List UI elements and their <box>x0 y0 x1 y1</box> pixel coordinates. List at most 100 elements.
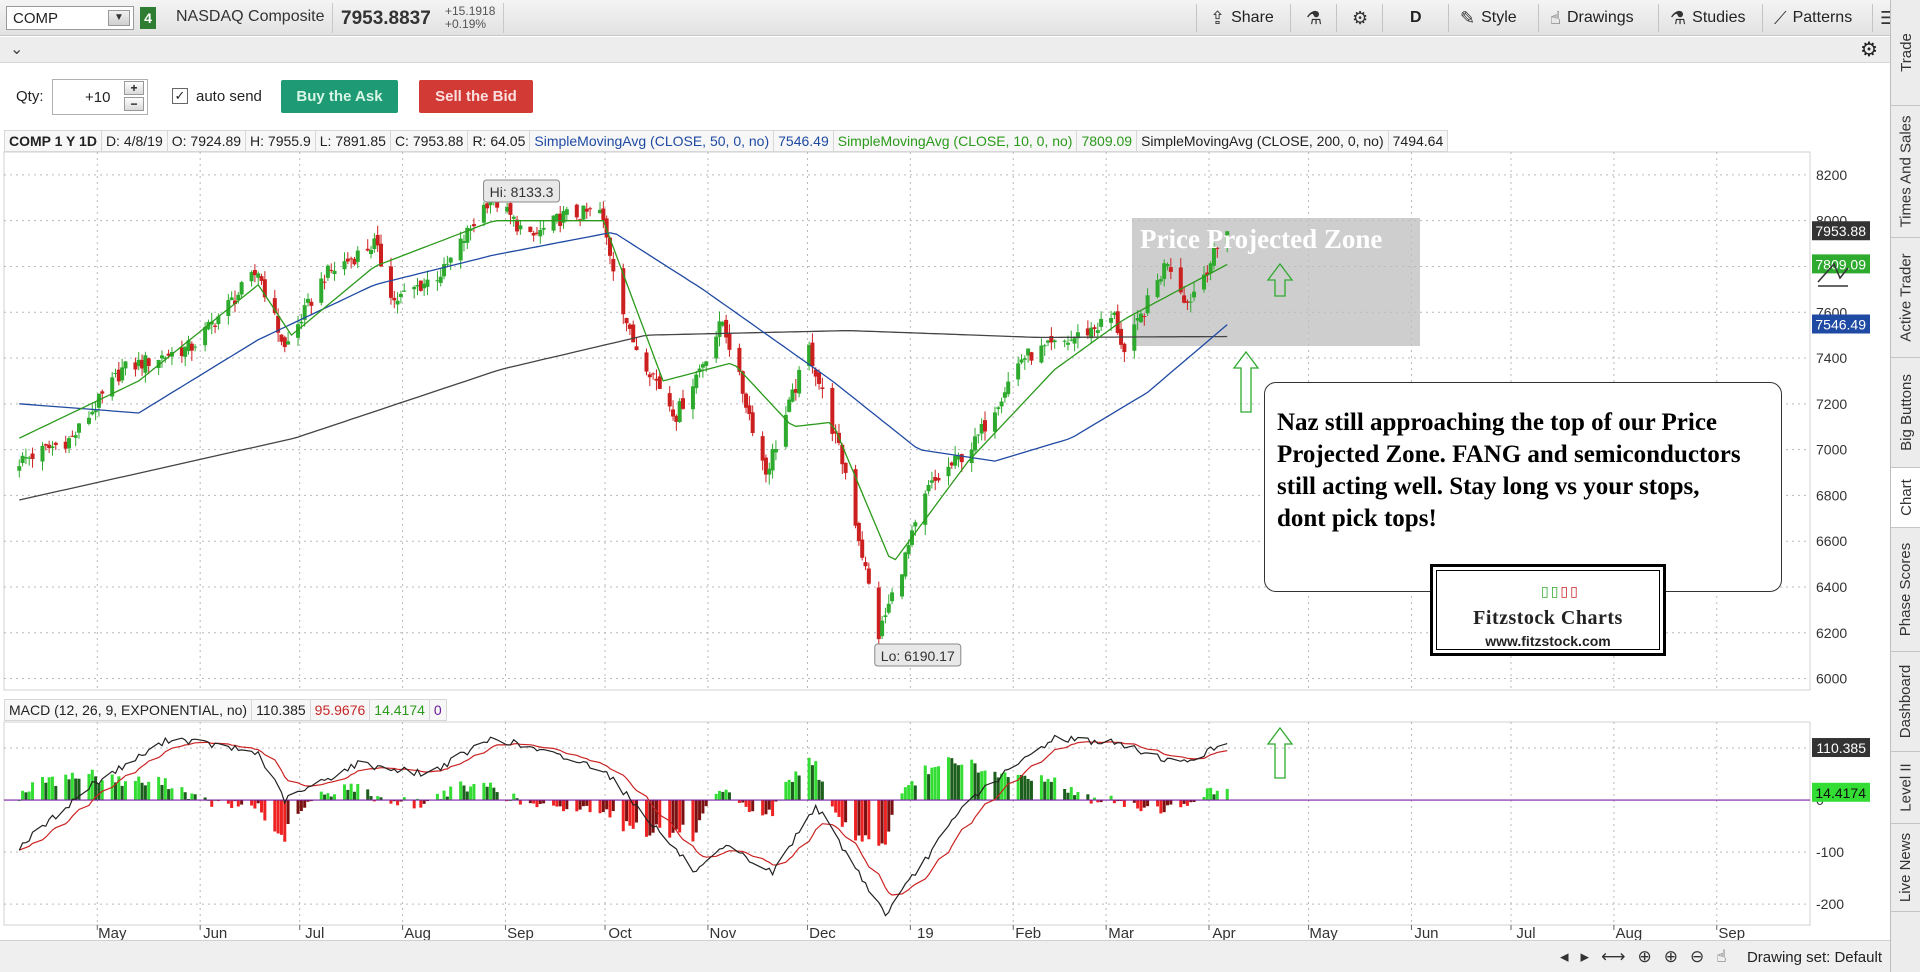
pan-hand-icon[interactable]: ☝ <box>1716 947 1727 966</box>
rail-tab-dashboard[interactable]: Dashboard <box>1891 652 1920 752</box>
candle <box>133 362 138 370</box>
price-box: 7953.8837 +15.1918 +0.19% <box>332 3 504 33</box>
macd-label[interactable]: MACD (12, 26, 9, EXPONENTIAL, no) <box>4 699 253 721</box>
candle <box>763 457 768 475</box>
macd-histogram-bar <box>1096 800 1100 803</box>
rail-tab-level-ii[interactable]: Level II <box>1891 752 1920 824</box>
settings-button[interactable]: ⚙ <box>1346 4 1374 32</box>
qty-decrement-button[interactable]: − <box>124 97 144 111</box>
rail-tab-active-trader[interactable]: Active Trader <box>1891 238 1920 358</box>
candle <box>236 294 241 301</box>
price-tick-label: 6600 <box>1816 533 1847 549</box>
rail-tab-chart[interactable]: Chart <box>1891 468 1920 528</box>
candle <box>936 477 941 481</box>
rail-tab-times-and-sales[interactable]: Times And Sales <box>1891 106 1920 238</box>
macd-histogram-bar <box>299 800 303 812</box>
candle <box>611 258 616 272</box>
logo-candles-icon: ▯▯▯▯ <box>1541 583 1580 599</box>
macd-histogram-bar <box>1023 775 1027 801</box>
annotation-note[interactable]: Naz still approaching the top of our Pri… <box>1264 382 1782 592</box>
x-tick-label: Feb <box>1015 925 1041 940</box>
macd-histogram-bar <box>276 800 280 834</box>
sma200-label[interactable]: SimpleMovingAvg (CLOSE, 200, 0, no) <box>1136 130 1389 152</box>
candle <box>365 248 370 251</box>
flask-button[interactable]: ⚗ <box>1300 4 1328 32</box>
gear-icon[interactable]: ⚙ <box>1860 39 1878 61</box>
toolbar-divider <box>1872 4 1873 32</box>
scroll-right-icon[interactable]: ▸ <box>1580 947 1590 966</box>
macd-histogram-bar <box>837 800 841 817</box>
macd-histogram-bar <box>193 794 197 801</box>
zoom-out-icon[interactable]: ⊖ <box>1689 947 1705 966</box>
macd-histogram-bar <box>1132 800 1136 803</box>
macd-histogram-bar <box>791 781 795 801</box>
candle <box>953 455 958 466</box>
sma10-label[interactable]: SimpleMovingAvg (CLOSE, 10, 0, no) <box>832 130 1078 152</box>
candle <box>179 347 184 357</box>
rail-tab-phase-scores[interactable]: Phase Scores <box>1891 528 1920 652</box>
macd-histogram-bar <box>581 800 585 807</box>
macd-histogram-bar <box>120 785 124 801</box>
buy-the-ask-button[interactable]: Buy the Ask <box>281 80 398 113</box>
candle <box>515 219 520 232</box>
macd-histogram-bar <box>170 788 174 801</box>
candle <box>843 462 848 473</box>
candle <box>700 364 705 368</box>
drawing-set-selector[interactable]: Drawing set: Default <box>1746 949 1882 966</box>
macd-histogram-bar <box>844 800 848 823</box>
sma50-label[interactable]: SimpleMovingAvg (CLOSE, 50, 0, no) <box>529 130 775 152</box>
candle <box>282 337 287 348</box>
candle <box>770 449 775 471</box>
studies-button[interactable]: ⚗ Studies <box>1664 4 1752 32</box>
sell-the-bid-button[interactable]: Sell the Bid <box>419 80 533 113</box>
candle <box>252 270 257 276</box>
zoom-in-icon[interactable]: ⊕ <box>1663 947 1678 966</box>
expand-icon[interactable]: ⟷ <box>1601 947 1626 966</box>
candle <box>23 457 28 459</box>
rail-tab-label: Live News <box>1897 832 1915 903</box>
macd-histogram-bar <box>97 783 101 801</box>
macd-histogram-bar <box>654 800 658 825</box>
timeframe-button[interactable]: D <box>1404 4 1428 32</box>
rail-tab-trade[interactable]: Trade <box>1891 0 1920 106</box>
macd-histogram-bar <box>996 777 1000 801</box>
style-button[interactable]: ✎ Style <box>1454 4 1523 32</box>
macd-histogram-bar <box>518 800 522 805</box>
link-group-badge[interactable]: 4 <box>140 7 156 29</box>
symbol-input[interactable]: COMP ▼ <box>6 6 134 30</box>
drawings-button[interactable]: ☝ Drawings <box>1544 4 1640 32</box>
candle <box>654 378 659 381</box>
x-tick-label: Mar <box>1108 925 1134 940</box>
rail-tab-live-news[interactable]: Live News <box>1891 824 1920 912</box>
candle <box>1211 247 1216 266</box>
patterns-button[interactable]: ⟋ Patterns <box>1768 4 1858 32</box>
macd-histogram-bar <box>751 800 755 812</box>
rail-tab-big-buttons[interactable]: Big Buttons <box>1891 358 1920 468</box>
macd-histogram-bar <box>970 759 974 801</box>
candle <box>747 405 752 415</box>
macd-histogram-bar <box>442 790 446 801</box>
auto-send-checkbox[interactable]: ✓ <box>172 88 188 104</box>
rail-tab-label: Dashboard <box>1897 664 1915 739</box>
candle <box>213 325 218 327</box>
candle <box>783 414 788 447</box>
scroll-left-icon[interactable]: ◂ <box>1560 947 1569 966</box>
candle <box>276 315 281 333</box>
candle <box>345 258 350 262</box>
macd-histogram-bar <box>366 789 370 801</box>
symbol-dropdown-button[interactable]: ▼ <box>108 10 130 26</box>
chevron-down-icon[interactable]: ⌄ <box>10 41 24 58</box>
candle <box>996 407 1001 409</box>
x-tick-label: Oct <box>608 925 632 940</box>
last-price-badge-bg <box>1812 221 1870 241</box>
candle <box>833 431 838 434</box>
toolbar-divider <box>1448 4 1449 32</box>
macd-histogram-bar <box>900 793 904 801</box>
macd-histogram-bar <box>1003 772 1007 801</box>
candle <box>690 386 695 410</box>
crosshair-icon[interactable]: ⊕ <box>1637 947 1652 966</box>
candle <box>720 322 725 326</box>
share-button[interactable]: ⇪ Share <box>1204 4 1280 32</box>
candle <box>923 493 928 525</box>
qty-increment-button[interactable]: + <box>124 81 144 95</box>
